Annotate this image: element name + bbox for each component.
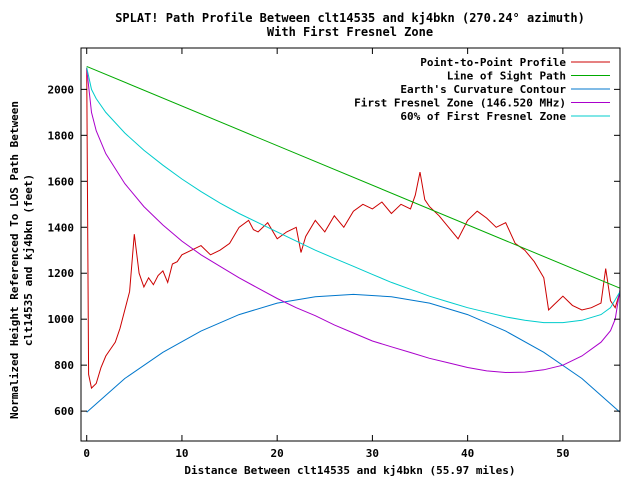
series-layer bbox=[86, 65, 621, 413]
chart-title: SPLAT! Path Profile Between clt14535 and… bbox=[115, 11, 585, 25]
series-line-2 bbox=[86, 65, 621, 289]
x-tick-label: 30 bbox=[366, 447, 379, 460]
y-tick-label: 800 bbox=[54, 359, 74, 372]
legend-entry-label: Earth's Curvature Contour bbox=[400, 83, 566, 96]
y-tick-label: 1800 bbox=[48, 129, 75, 142]
plot-frame bbox=[80, 47, 621, 442]
y-axis-label-line2: clt14535 and kj4bkn (feet) bbox=[22, 174, 35, 346]
series-line-4 bbox=[86, 68, 621, 374]
x-tick-label: 40 bbox=[461, 447, 474, 460]
legend-entry-label: Line of Sight Path bbox=[447, 70, 566, 83]
y-tick-label: 1200 bbox=[48, 267, 75, 280]
x-axis-label: Distance Between clt14535 and kj4bkn (55… bbox=[184, 464, 515, 477]
series-line-1 bbox=[86, 67, 621, 390]
y-tick-label: 1400 bbox=[48, 221, 75, 234]
x-tick-label: 50 bbox=[556, 447, 569, 460]
ticks-layer: 0 10 20 30 40 50 600 800 1000 1200 1400 1600 1800 200… bbox=[48, 48, 620, 460]
y-tick-label: 1000 bbox=[48, 313, 75, 326]
chart-subtitle: With First Fresnel Zone bbox=[267, 25, 433, 39]
y-tick-label: 600 bbox=[54, 405, 74, 418]
x-tick-label: 20 bbox=[271, 447, 284, 460]
legend-entry-label: 60% of First Fresnel Zone bbox=[400, 110, 566, 123]
y-tick-label: 2000 bbox=[48, 83, 75, 96]
legend-entry-label: Point-to-Point Profile bbox=[420, 56, 566, 69]
y-tick-label: 1600 bbox=[48, 175, 75, 188]
series-line-5 bbox=[86, 67, 621, 324]
legend-entry-label: First Fresnel Zone (146.520 MHz) bbox=[354, 97, 566, 110]
x-tick-label: 0 bbox=[83, 447, 90, 460]
y-axis-label-line1: Normalized Height Referenced To LOS Path… bbox=[8, 101, 21, 419]
x-tick-label: 10 bbox=[175, 447, 188, 460]
y-axis-label: Normalized Height Referenced To LOS Path… bbox=[8, 101, 35, 419]
series-line-3 bbox=[86, 293, 621, 413]
